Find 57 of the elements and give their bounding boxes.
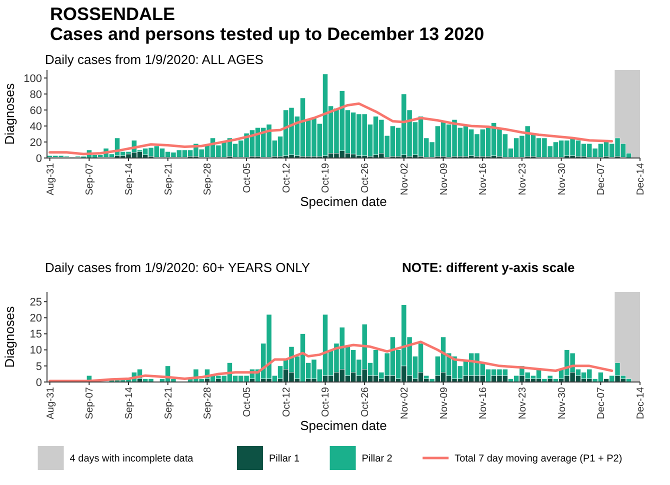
x-tick-label: Sep-21 bbox=[163, 386, 174, 420]
y-tick-label: 60 bbox=[30, 104, 42, 117]
legend-label: Pillar 2 bbox=[362, 454, 393, 464]
chart-title: Daily cases from 1/9/2020: 60+ YEARS ONLY bbox=[45, 260, 310, 275]
legend-label: Pillar 1 bbox=[269, 454, 300, 464]
y-tick-label: 0 bbox=[36, 376, 42, 389]
legend-label: 4 days with incomplete data bbox=[70, 454, 194, 464]
legend-label: Total 7 day moving average (P1 + P2) bbox=[454, 454, 622, 464]
x-tick-label: Nov-16 bbox=[478, 386, 490, 420]
x-tick-label: Nov-09 bbox=[438, 162, 450, 196]
text: Cases and persons tested up to December 13 2020 bbox=[50, 24, 484, 44]
y-tick-label: 0 bbox=[36, 152, 42, 165]
text: ROSSENDALE bbox=[50, 4, 176, 24]
x-tick-label: Nov-23 bbox=[517, 386, 528, 420]
x-tick-label: Aug-31 bbox=[45, 386, 56, 420]
y-tick-label: 25 bbox=[30, 296, 42, 308]
x-tick-label: Aug-31 bbox=[45, 162, 56, 196]
x-tick-label: Nov-23 bbox=[517, 162, 528, 196]
x-tick-label: Sep-07 bbox=[84, 386, 96, 420]
y-tick-label: 15 bbox=[30, 328, 42, 341]
y-tick-label: 80 bbox=[30, 88, 42, 101]
x-tick-label: Oct-05 bbox=[242, 162, 254, 194]
x-axis-title: Specimen date bbox=[300, 418, 387, 433]
y-tick-label: 40 bbox=[30, 120, 42, 133]
x-tick-label: Sep-21 bbox=[163, 162, 174, 196]
x-tick-label: Oct-19 bbox=[320, 386, 332, 418]
x-tick-label: Nov-02 bbox=[399, 386, 410, 420]
x-tick-label: Nov-30 bbox=[556, 386, 568, 420]
y-tick-label: 100 bbox=[24, 72, 42, 85]
x-tick-label: Oct-26 bbox=[360, 386, 372, 418]
x-tick-label: Sep-28 bbox=[202, 162, 214, 196]
x-tick-label: Sep-07 bbox=[84, 162, 96, 196]
x-tick-label: Nov-30 bbox=[556, 162, 568, 196]
x-tick-label: Nov-16 bbox=[478, 162, 490, 196]
y-tick-label: 5 bbox=[36, 360, 42, 373]
x-tick-label: Dec-14 bbox=[636, 386, 646, 420]
x-tick-label: Sep-14 bbox=[124, 162, 135, 196]
x-tick-label: Oct-05 bbox=[242, 386, 254, 418]
x-tick-label: Dec-14 bbox=[636, 162, 646, 196]
x-tick-label: Nov-09 bbox=[438, 386, 450, 420]
x-tick-label: Oct-12 bbox=[281, 162, 292, 194]
x-tick-label: Oct-26 bbox=[360, 162, 372, 194]
y-tick-label: 20 bbox=[30, 136, 42, 149]
x-tick-label: Dec-07 bbox=[596, 162, 608, 196]
y-axis-title: Diagnoses bbox=[2, 82, 17, 145]
x-tick-label: Dec-07 bbox=[596, 386, 608, 420]
x-tick-label: Sep-14 bbox=[124, 386, 135, 420]
x-tick-label: Sep-28 bbox=[202, 386, 214, 420]
chart-title: Daily cases from 1/9/2020: ALL AGES bbox=[45, 52, 264, 67]
x-tick-label: Oct-12 bbox=[281, 386, 292, 418]
x-tick-label: Oct-19 bbox=[320, 162, 332, 194]
x-axis-title: Specimen date bbox=[300, 194, 387, 209]
y-axis-title: Diagnoses bbox=[2, 306, 17, 368]
y-tick-label: 20 bbox=[30, 312, 42, 325]
x-tick-label: Nov-02 bbox=[399, 162, 410, 196]
text: NOTE: different y-axis scale bbox=[402, 260, 575, 275]
y-tick-label: 10 bbox=[30, 344, 42, 357]
